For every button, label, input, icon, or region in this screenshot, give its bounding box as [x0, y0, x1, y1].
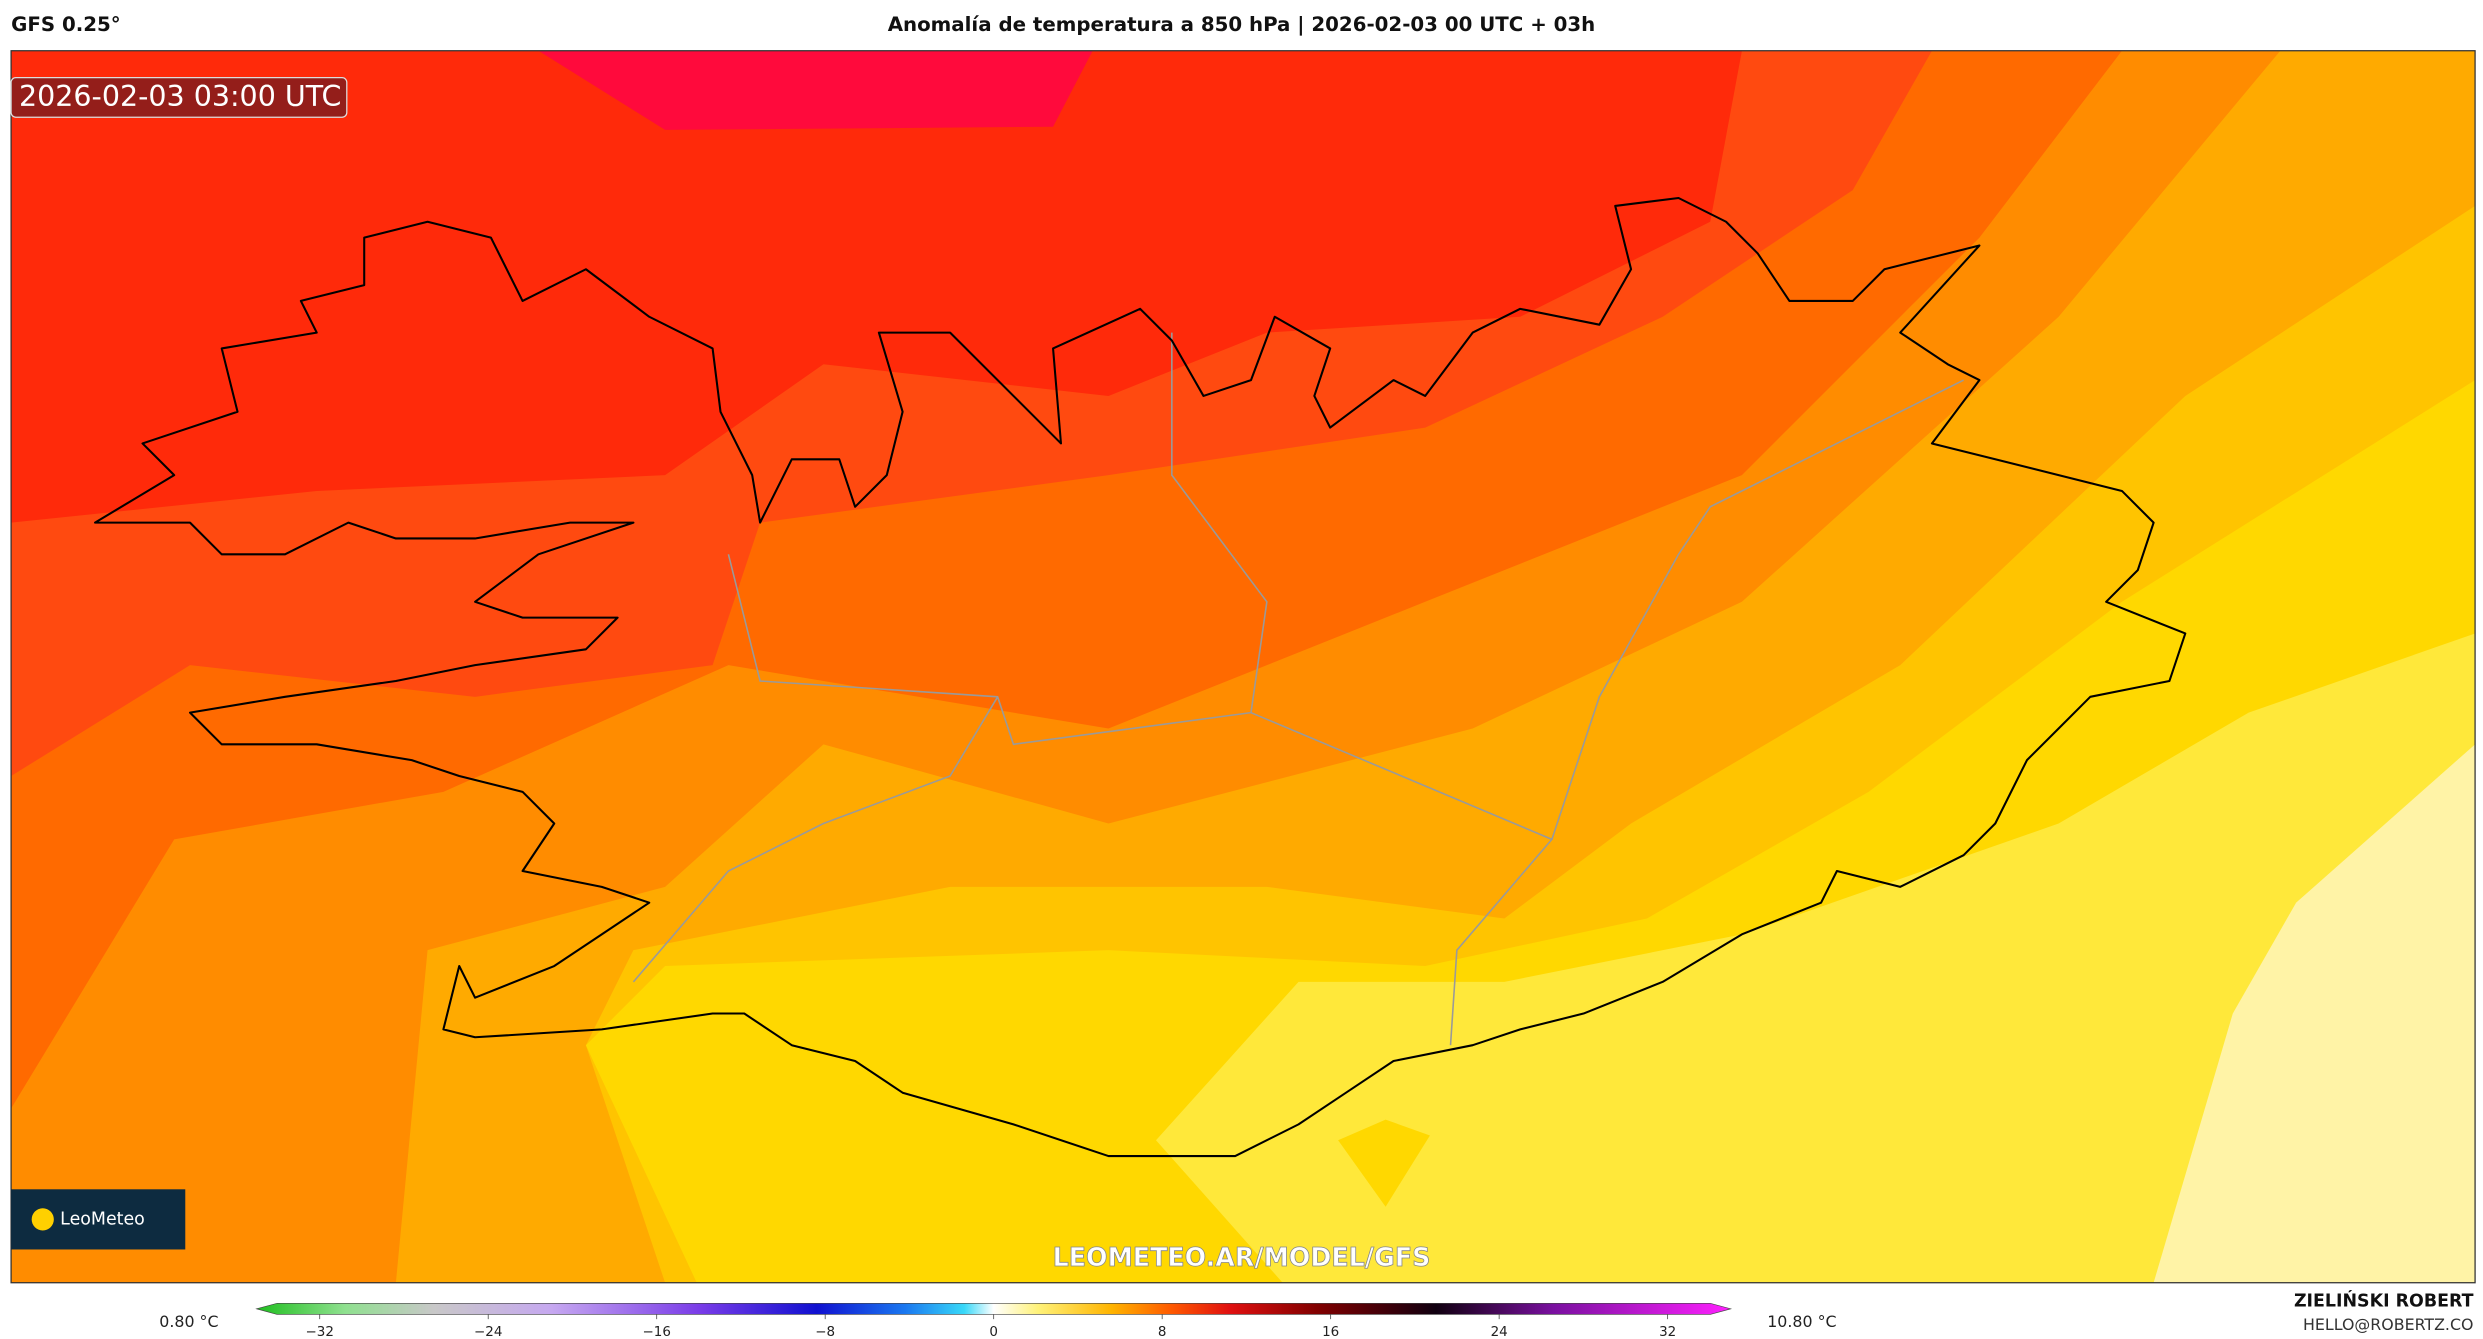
colorbar-tick-label: −16	[642, 1325, 670, 1339]
map-frame	[10, 50, 2476, 1284]
map	[11, 50, 2476, 1283]
timestamp-box	[10, 77, 348, 118]
colorbar-min: 0.80 °C	[159, 1312, 218, 1331]
band	[2153, 744, 2476, 1283]
author-email: HELLO@ROBERTZ.CO	[2303, 1315, 2473, 1334]
band	[1338, 1119, 1430, 1207]
colorbar-max: 10.80 °C	[1767, 1312, 1836, 1331]
logo-sun	[31, 1208, 54, 1231]
colorbar-tick-label: −24	[474, 1325, 502, 1339]
band	[1155, 633, 2476, 1283]
region-border	[632, 332, 1964, 1046]
coastline	[93, 196, 2187, 1158]
colorbar-tick-label: −8	[815, 1325, 835, 1339]
watermark: LEOMETEO.AR/MODEL/GFS	[1053, 1242, 1431, 1272]
colorbar-tick-label: 32	[1659, 1325, 1676, 1339]
colorbar-tick-label: 24	[1491, 1325, 1508, 1339]
author-name: ZIELIŃSKI ROBERT	[2294, 1290, 2474, 1312]
colorbar-tick-label: −32	[306, 1325, 334, 1339]
colorbar	[255, 1302, 1733, 1315]
timestamp: 2026-02-03 03:00 UTC	[19, 80, 341, 113]
band	[538, 50, 1093, 130]
logo-text: LeoMeteo	[60, 1209, 145, 1229]
colorbar-tick-label: 16	[1322, 1325, 1339, 1339]
colorbar-tick-label: 8	[1158, 1325, 1167, 1339]
colorbar-ticks: −32 −24 −16 −8 0 8 16 24 32	[306, 1314, 1676, 1339]
model-label: GFS 0.25°	[11, 13, 121, 36]
colorbar-tick-label: 0	[989, 1325, 998, 1339]
map-title: Anomalía de temperatura a 850 hPa | 2026…	[888, 13, 1596, 36]
